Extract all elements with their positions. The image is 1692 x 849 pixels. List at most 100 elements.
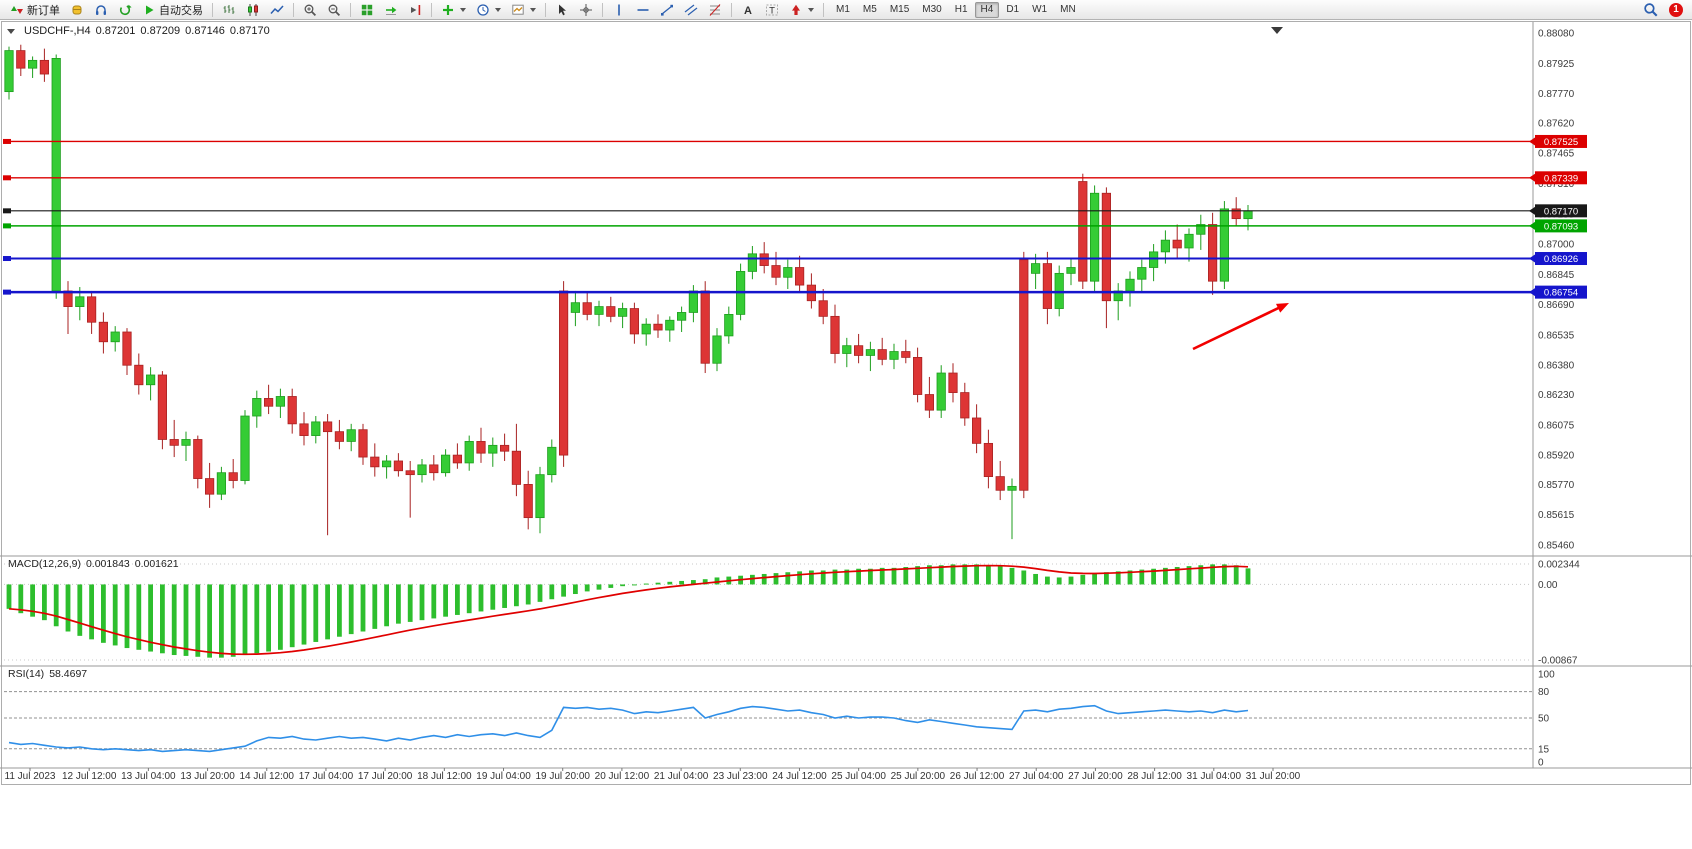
- profiles-button[interactable]: [65, 0, 89, 20]
- cursor-icon: [555, 3, 569, 17]
- fibonacci-button[interactable]: [703, 0, 727, 20]
- price-axis-label: 0.86380: [1538, 361, 1575, 372]
- toolbar-separator: [212, 2, 213, 17]
- zoom-in-button[interactable]: [298, 0, 322, 20]
- candle: [216, 472, 226, 495]
- macd-histogram-bar: [502, 584, 507, 608]
- chart-shift-marker[interactable]: [1271, 27, 1283, 34]
- price-tag-label: 0.87093: [1544, 221, 1578, 232]
- price-tag[interactable]: [1535, 252, 1587, 266]
- price-tag[interactable]: [1535, 219, 1587, 233]
- candle: [771, 265, 781, 278]
- vertical-line-button[interactable]: [607, 0, 631, 20]
- candle: [311, 421, 321, 436]
- arrow-annotation-line[interactable]: [1192, 303, 1286, 351]
- macd-histogram-bar: [289, 584, 295, 648]
- zoom-out-button[interactable]: [322, 0, 346, 20]
- candle: [1019, 259, 1029, 491]
- price-axis-label: 0.85615: [1538, 510, 1575, 521]
- crosshair-button[interactable]: [574, 0, 598, 20]
- market-watch-button[interactable]: [89, 0, 113, 20]
- text-button[interactable]: A: [736, 0, 760, 20]
- price-tag[interactable]: [1535, 134, 1587, 148]
- macd-histogram-bar: [160, 584, 165, 654]
- time-axis-label: 17 Jul 20:00: [358, 771, 413, 782]
- arrow-annotation-head[interactable]: [1276, 303, 1289, 313]
- time-axis-label: 13 Jul 04:00: [121, 771, 176, 782]
- price-tag[interactable]: [1535, 171, 1587, 185]
- chart-shift-button[interactable]: [403, 0, 427, 20]
- tile-windows-button[interactable]: [355, 0, 379, 20]
- line-chart-button[interactable]: [265, 0, 289, 20]
- candle: [1066, 267, 1076, 274]
- candle: [818, 300, 828, 317]
- candle: [334, 431, 345, 442]
- timeframe-group: M1 M5 M15 M30 H1 H4 D1 W1 MN: [830, 1, 1082, 18]
- search-button[interactable]: [1638, 0, 1663, 20]
- macd-histogram-bar: [136, 584, 142, 650]
- periods-button[interactable]: [471, 0, 506, 20]
- candle: [653, 323, 663, 331]
- toolbar-separator: [545, 2, 546, 17]
- arrow-symbol-icon: [789, 3, 803, 17]
- candle: [511, 450, 522, 485]
- price-axis-label: 0.88080: [1538, 29, 1575, 40]
- candle: [535, 474, 545, 519]
- candle: [1184, 233, 1194, 249]
- indicators-button[interactable]: [436, 0, 471, 20]
- candle: [287, 396, 297, 425]
- scripts-button[interactable]: [113, 0, 137, 20]
- timeframe-M15-button[interactable]: M15: [889, 3, 910, 15]
- price-tag[interactable]: [1535, 204, 1587, 218]
- macd-histogram-bar: [1233, 565, 1239, 585]
- autotrading-button[interactable]: 自动交易: [137, 0, 208, 20]
- timeframe-M30-button[interactable]: M30: [922, 3, 942, 15]
- text-label-button[interactable]: T: [760, 0, 784, 20]
- candle: [523, 484, 533, 519]
- horizontal-line-button[interactable]: [631, 0, 655, 20]
- timeframe-D1-button[interactable]: D1: [1006, 3, 1020, 15]
- notification-badge[interactable]: 1: [1669, 2, 1683, 17]
- macd-histogram-bar: [1174, 566, 1180, 585]
- timeframe-H4-button[interactable]: H4: [974, 1, 1000, 18]
- rsi-axis-label: 100: [1538, 670, 1555, 681]
- timeframe-W1-button[interactable]: W1: [1032, 3, 1048, 15]
- macd-histogram-bar: [171, 584, 177, 656]
- candle: [440, 454, 451, 474]
- rsi-axis-label: 0: [1538, 758, 1544, 769]
- macd-histogram-bar: [407, 584, 413, 622]
- cursor-button[interactable]: [550, 0, 574, 20]
- templates-button[interactable]: [506, 0, 541, 20]
- auto-scroll-button[interactable]: [379, 0, 403, 20]
- arrows-button[interactable]: [784, 0, 819, 20]
- level-left-marker: [3, 289, 11, 295]
- price-chart-canvas[interactable]: 0.88080 0.87925 0.87770 0.87620 0.87465 0.873…: [0, 21, 1692, 849]
- candle: [4, 50, 14, 93]
- macd-histogram-bar: [1210, 564, 1215, 585]
- candlestick-chart-button[interactable]: [241, 0, 265, 20]
- macd-histogram-bar: [478, 584, 484, 612]
- macd-histogram-bar: [384, 584, 389, 627]
- candle: [358, 429, 368, 458]
- candle: [299, 423, 309, 436]
- macd-histogram-bar: [431, 584, 437, 619]
- trend-line-button[interactable]: [655, 0, 679, 20]
- clock-icon: [476, 3, 490, 17]
- level-left-marker: [3, 223, 11, 229]
- svg-text:A: A: [744, 5, 752, 17]
- macd-histogram-bar: [785, 572, 791, 585]
- channel-button[interactable]: [679, 0, 703, 20]
- candle: [995, 476, 1005, 491]
- timeframe-M5-button[interactable]: M5: [862, 3, 877, 15]
- new-order-button[interactable]: 新订单: [5, 0, 65, 20]
- macd-histogram-bar: [124, 584, 130, 649]
- price-axis-label: 0.86230: [1538, 390, 1575, 401]
- macd-histogram-bar: [396, 584, 401, 624]
- timeframe-H1-button[interactable]: H1: [954, 3, 968, 15]
- candle: [1208, 224, 1218, 282]
- macd-histogram-bar: [1186, 566, 1192, 585]
- price-tag[interactable]: [1535, 285, 1587, 299]
- bars-chart-button[interactable]: [217, 0, 241, 20]
- timeframe-M1-button[interactable]: M1: [836, 3, 850, 15]
- timeframe-MN-button[interactable]: MN: [1060, 3, 1076, 15]
